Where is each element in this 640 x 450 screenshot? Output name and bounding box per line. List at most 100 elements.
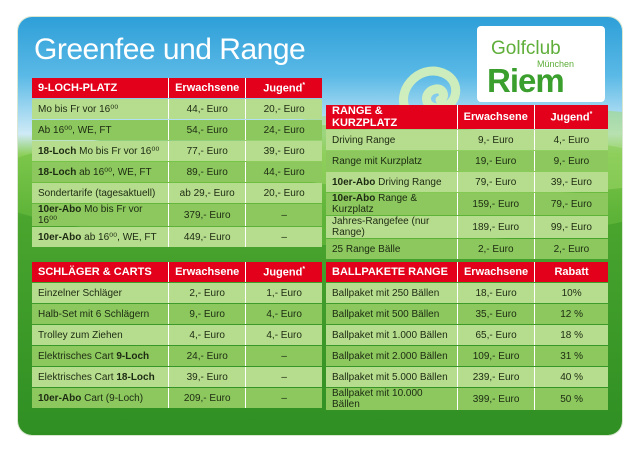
row-label-bold: 18-Loch — [38, 145, 77, 157]
table-header: RANGE & KURZPLATZ Erwachsene Jugend* — [326, 105, 608, 129]
table-row: 10er-Abo Range & Kurzplatz 159,- Euro 79,-… — [326, 193, 608, 215]
price-cell: 20,- Euro — [246, 99, 322, 119]
price-card: Greenfee und Range Golfclub München Riem… — [18, 17, 622, 435]
header-cell: 9-LOCH-PLATZ — [32, 78, 170, 98]
row-label-cell: Ab 16⁰⁰, WE, FT — [32, 120, 170, 140]
row-label-cell: 10er-Abo Range & Kurzplatz — [326, 193, 458, 215]
table-row: 18-Loch Mo bis Fr vor 16⁰⁰ 77,- Euro 39,- … — [32, 141, 322, 161]
price-cell: – — [246, 346, 322, 366]
row-label: Sondertarife (tagesaktuell) — [38, 187, 156, 199]
table-row: 10er-Abo Driving Range 79,- Euro 39,- Euro — [326, 172, 608, 192]
header-cell: Jugend* — [246, 78, 322, 98]
row-label-cell: Ballpaket mit 10.000 Bällen — [326, 388, 458, 410]
row-label: Ballpaket mit 500 Bällen — [332, 308, 440, 320]
price-cell: 35,- Euro — [457, 304, 536, 324]
logo-sub-text: München — [537, 59, 575, 69]
price-cell: 65,- Euro — [457, 325, 536, 345]
row-label-cell: Ballpaket mit 2.000 Bällen — [326, 346, 458, 366]
price-cell: 12 % — [535, 304, 608, 324]
price-cell: 239,- Euro — [457, 367, 536, 387]
price-cell: 31 % — [535, 346, 608, 366]
clubs-carts-table: SCHLÄGER & CARTS Erwachsene Jugend* Einz… — [32, 261, 322, 409]
nine-hole-table: 9-LOCH-PLATZ Erwachsene Jugend* Mo bis F… — [32, 77, 322, 248]
price-cell: 1,- Euro — [246, 283, 322, 303]
row-label-bold: 10er-Abo — [38, 231, 82, 243]
header-cell: Jugend* — [246, 262, 322, 282]
price-cell: 189,- Euro — [457, 216, 535, 238]
header-cell-text: Jugend — [550, 111, 590, 124]
price-cell: 50 % — [535, 388, 608, 410]
row-label-bold: 10er-Abo — [332, 176, 376, 188]
header-cell: Erwachsene — [169, 262, 247, 282]
row-label: Jahres-Rangefee (nur Range) — [332, 216, 430, 238]
row-label-bold: 9-Loch — [116, 350, 150, 362]
price-cell: – — [246, 367, 322, 387]
row-label-cell: Einzelner Schläger — [32, 283, 170, 303]
row-label-cell: 10er-Abo Cart (9-Loch) — [32, 388, 170, 408]
row-label-cell: 10er-Abo Driving Range — [326, 172, 458, 192]
table-row: 10er-Abo ab 16⁰⁰, WE, FT 449,- Euro – — [32, 227, 322, 247]
row-label: Ballpaket mit 10.000 Bällen — [332, 388, 423, 410]
row-label-bold: 18-Loch — [38, 166, 77, 178]
price-cell: 44,- Euro — [169, 99, 247, 119]
header-cell: RANGE & KURZPLATZ — [326, 105, 458, 129]
price-cell: 449,- Euro — [169, 227, 247, 247]
row-label-cell: Range mit Kurzplatz — [326, 151, 458, 171]
table-row: Elektrisches Cart 18-Loch 39,- Euro – — [32, 367, 322, 387]
header-cell: Erwachsene — [457, 262, 536, 282]
table-row: 25 Range Bälle 2,- Euro 2,- Euro — [326, 239, 608, 259]
row-label: 25 Range Bälle — [332, 243, 401, 255]
row-label: Cart (9-Loch) — [81, 392, 144, 404]
table-row: Halb-Set mit 6 Schlägern 9,- Euro 4,- Euro — [32, 304, 322, 324]
table-row: Ballpaket mit 5.000 Bällen 239,- Euro 40 % — [326, 367, 608, 387]
row-label-bold: 18-Loch — [116, 371, 155, 383]
footnote-mark: * — [302, 265, 306, 273]
header-cell-text: Jugend — [263, 82, 303, 95]
row-label-cell: 10er-Abo Mo bis Fr vor 16⁰⁰ — [32, 204, 170, 226]
price-cell: 159,- Euro — [457, 193, 535, 215]
price-cell: 399,- Euro — [457, 388, 536, 410]
table-header: BALLPAKETE RANGE Erwachsene Rabatt — [326, 262, 608, 282]
row-label: Ballpaket mit 1.000 Bällen — [332, 329, 448, 341]
price-cell: 19,- Euro — [457, 151, 535, 171]
row-label: Trolley zum Ziehen — [38, 329, 123, 341]
price-cell: 4,- Euro — [534, 130, 608, 150]
row-label: ab 16⁰⁰, WE, FT — [76, 166, 152, 178]
table-header: 9-LOCH-PLATZ Erwachsene Jugend* — [32, 78, 322, 98]
row-label: ab 16⁰⁰, WE, FT — [81, 231, 157, 243]
row-label-cell: 18-Loch ab 16⁰⁰, WE, FT — [32, 162, 170, 182]
header-cell: SCHLÄGER & CARTS — [32, 262, 170, 282]
row-label: Ballpaket mit 250 Bällen — [332, 287, 440, 299]
price-cell: – — [246, 227, 322, 247]
footnote-mark: * — [589, 110, 593, 118]
row-label: Mo bis Fr vor 16⁰⁰ — [38, 204, 143, 226]
price-cell: ab 29,- Euro — [169, 183, 247, 203]
header-cell: Erwachsene — [457, 105, 535, 129]
header-cell: Jugend* — [534, 105, 608, 129]
row-label: Driving Range — [332, 134, 396, 146]
row-label-cell: 18-Loch Mo bis Fr vor 16⁰⁰ — [32, 141, 170, 161]
table-row: 10er-Abo Cart (9-Loch) 209,- Euro – — [32, 388, 322, 408]
price-cell: 379,- Euro — [169, 204, 247, 226]
price-cell: 4,- Euro — [169, 325, 247, 345]
header-cell: BALLPAKETE RANGE — [326, 262, 458, 282]
header-cell-text: Jugend — [263, 266, 303, 279]
header-cell: Rabatt — [535, 262, 608, 282]
row-label: Ab 16⁰⁰, WE, FT — [38, 124, 112, 136]
table-row: Ballpaket mit 500 Bällen 35,- Euro 12 % — [326, 304, 608, 324]
table-row: Elektrisches Cart 9-Loch 24,- Euro – — [32, 346, 322, 366]
table-row: 10er-Abo Mo bis Fr vor 16⁰⁰ 379,- Euro – — [32, 204, 322, 226]
row-label: Mo bis Fr vor 16⁰⁰ — [76, 145, 160, 157]
price-cell: 9,- Euro — [457, 130, 535, 150]
row-label-cell: Ballpaket mit 250 Bällen — [326, 283, 458, 303]
row-label-cell: Halb-Set mit 6 Schlägern — [32, 304, 170, 324]
price-cell: 99,- Euro — [534, 216, 608, 238]
row-label-bold: 10er-Abo — [38, 204, 82, 215]
table-row: Range mit Kurzplatz 19,- Euro 9,- Euro — [326, 151, 608, 171]
price-cell: 2,- Euro — [534, 239, 608, 259]
logo-top-text: Golfclub — [491, 38, 561, 59]
table-row: Trolley zum Ziehen 4,- Euro 4,- Euro — [32, 325, 322, 345]
table-row: Ballpaket mit 10.000 Bällen 399,- Euro 50 … — [326, 388, 608, 410]
price-cell: 4,- Euro — [246, 304, 322, 324]
table-row: Einzelner Schläger 2,- Euro 1,- Euro — [32, 283, 322, 303]
